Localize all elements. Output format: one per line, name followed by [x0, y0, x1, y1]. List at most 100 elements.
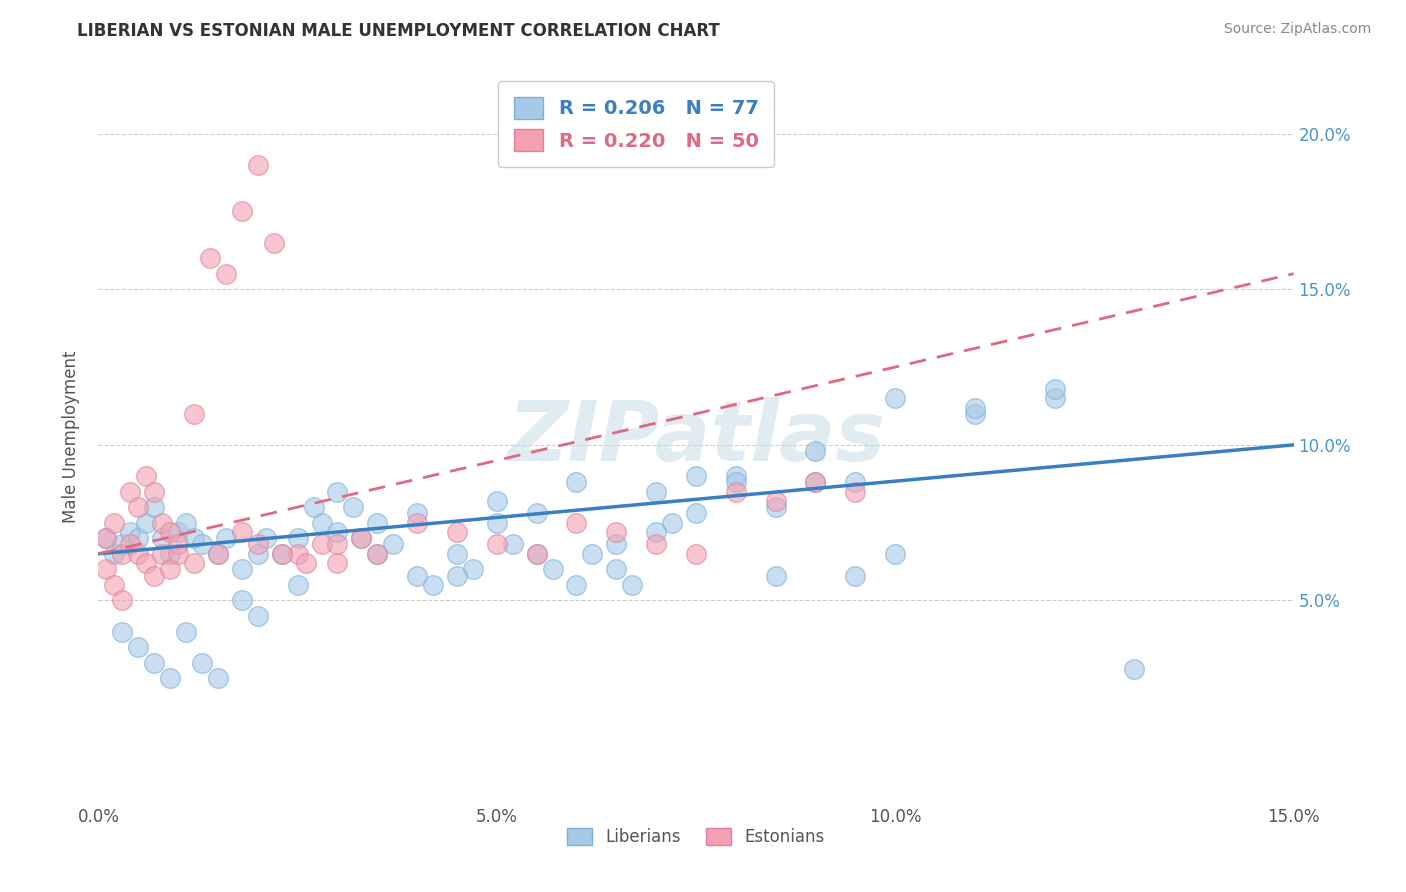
- Point: [645, 484, 668, 499]
- Point: [884, 391, 907, 405]
- Point: [350, 531, 373, 545]
- Point: [485, 537, 508, 551]
- Point: [326, 537, 349, 551]
- Point: [804, 475, 827, 490]
- Point: [406, 516, 429, 530]
- Point: [198, 251, 221, 265]
- Point: [485, 494, 508, 508]
- Point: [150, 516, 173, 530]
- Point: [103, 547, 125, 561]
- Point: [111, 537, 134, 551]
- Point: [645, 537, 668, 551]
- Point: [302, 500, 325, 515]
- Point: [685, 506, 707, 520]
- Text: Source: ZipAtlas.com: Source: ZipAtlas.com: [1223, 22, 1371, 37]
- Point: [167, 524, 190, 539]
- Point: [174, 516, 197, 530]
- Point: [127, 531, 149, 545]
- Point: [150, 531, 173, 545]
- Point: [884, 547, 907, 561]
- Point: [526, 506, 548, 520]
- Point: [844, 484, 866, 499]
- Point: [159, 547, 181, 561]
- Point: [963, 407, 986, 421]
- Point: [246, 537, 269, 551]
- Point: [183, 531, 205, 545]
- Point: [963, 401, 986, 415]
- Point: [366, 547, 388, 561]
- Point: [135, 516, 157, 530]
- Point: [565, 475, 588, 490]
- Point: [111, 624, 134, 639]
- Point: [581, 547, 603, 561]
- Point: [191, 537, 214, 551]
- Point: [135, 469, 157, 483]
- Point: [111, 547, 134, 561]
- Point: [605, 537, 627, 551]
- Point: [263, 235, 285, 250]
- Point: [406, 506, 429, 520]
- Point: [804, 475, 827, 490]
- Point: [605, 562, 627, 576]
- Point: [565, 516, 588, 530]
- Point: [526, 547, 548, 561]
- Text: LIBERIAN VS ESTONIAN MALE UNEMPLOYMENT CORRELATION CHART: LIBERIAN VS ESTONIAN MALE UNEMPLOYMENT C…: [77, 22, 720, 40]
- Point: [311, 516, 333, 530]
- Point: [366, 547, 388, 561]
- Point: [159, 562, 181, 576]
- Text: ZIPatlas: ZIPatlas: [508, 397, 884, 477]
- Point: [326, 484, 349, 499]
- Y-axis label: Male Unemployment: Male Unemployment: [62, 351, 80, 524]
- Point: [502, 537, 524, 551]
- Point: [103, 516, 125, 530]
- Point: [207, 671, 229, 685]
- Point: [127, 547, 149, 561]
- Point: [287, 578, 309, 592]
- Point: [270, 547, 292, 561]
- Point: [1043, 391, 1066, 405]
- Point: [150, 547, 173, 561]
- Point: [231, 593, 253, 607]
- Point: [565, 578, 588, 592]
- Point: [350, 531, 373, 545]
- Point: [270, 547, 292, 561]
- Point: [765, 494, 787, 508]
- Point: [246, 547, 269, 561]
- Point: [143, 500, 166, 515]
- Point: [231, 562, 253, 576]
- Point: [485, 516, 508, 530]
- Point: [287, 547, 309, 561]
- Point: [159, 524, 181, 539]
- Point: [143, 656, 166, 670]
- Point: [231, 204, 253, 219]
- Point: [96, 531, 118, 545]
- Point: [326, 556, 349, 570]
- Point: [366, 516, 388, 530]
- Point: [844, 475, 866, 490]
- Point: [143, 484, 166, 499]
- Point: [661, 516, 683, 530]
- Point: [382, 537, 405, 551]
- Point: [120, 537, 142, 551]
- Point: [143, 568, 166, 582]
- Point: [287, 531, 309, 545]
- Point: [135, 556, 157, 570]
- Point: [461, 562, 484, 576]
- Point: [120, 484, 142, 499]
- Point: [724, 484, 747, 499]
- Point: [96, 562, 118, 576]
- Point: [621, 578, 644, 592]
- Legend: Liberians, Estonians: Liberians, Estonians: [561, 822, 831, 853]
- Point: [765, 568, 787, 582]
- Point: [724, 475, 747, 490]
- Point: [103, 578, 125, 592]
- Point: [1043, 382, 1066, 396]
- Point: [645, 524, 668, 539]
- Point: [183, 407, 205, 421]
- Point: [207, 547, 229, 561]
- Point: [1123, 662, 1146, 676]
- Point: [246, 158, 269, 172]
- Point: [159, 671, 181, 685]
- Point: [724, 469, 747, 483]
- Point: [844, 568, 866, 582]
